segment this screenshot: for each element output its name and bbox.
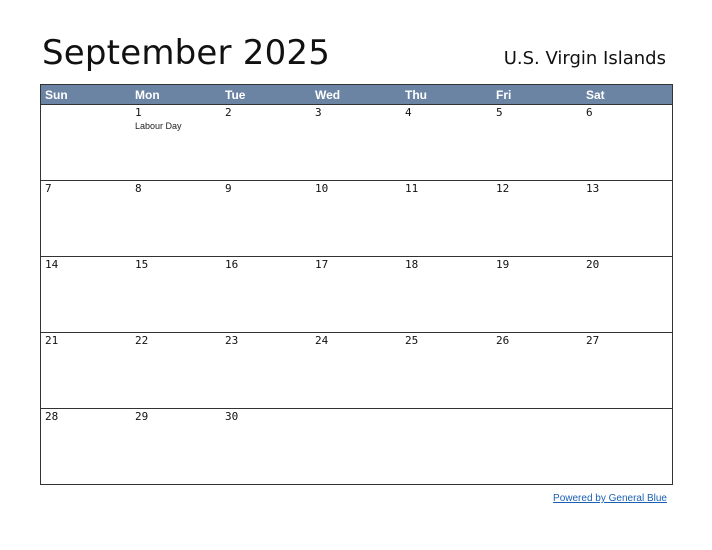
week-row: 1 Labour Day 2 3 4 5 6 xyxy=(41,105,672,181)
day-number: 20 xyxy=(586,258,600,271)
day-cell: 26 xyxy=(492,333,582,408)
day-number: 15 xyxy=(135,258,149,271)
day-cell: 3 xyxy=(311,105,401,180)
day-cell xyxy=(401,409,492,484)
day-number: 27 xyxy=(586,334,600,347)
day-number: 2 xyxy=(225,106,232,119)
region-name: U.S. Virgin Islands xyxy=(503,48,666,69)
page-title: September 2025 xyxy=(42,33,331,73)
day-number: 30 xyxy=(225,410,239,423)
day-number: 21 xyxy=(45,334,59,347)
day-cell: 10 xyxy=(311,181,401,256)
day-cell: 6 xyxy=(582,105,672,180)
day-cell: 12 xyxy=(492,181,582,256)
week-row: 28 29 30 xyxy=(41,409,672,485)
day-cell xyxy=(41,105,131,180)
day-cell: 16 xyxy=(221,257,311,332)
day-cell: 18 xyxy=(401,257,492,332)
day-cell: 27 xyxy=(582,333,672,408)
day-number: 13 xyxy=(586,182,600,195)
day-number: 18 xyxy=(405,258,419,271)
day-number: 11 xyxy=(405,182,419,195)
day-cell: 13 xyxy=(582,181,672,256)
day-cell: 11 xyxy=(401,181,492,256)
day-cell: 17 xyxy=(311,257,401,332)
day-cell: 19 xyxy=(492,257,582,332)
day-number: 9 xyxy=(225,182,232,195)
day-cell: 28 xyxy=(41,409,131,484)
day-number: 26 xyxy=(496,334,510,347)
powered-by-link[interactable]: Powered by General Blue xyxy=(553,493,667,504)
weekday-label: Sat xyxy=(586,88,605,102)
day-cell: 9 xyxy=(221,181,311,256)
weekday-label: Fri xyxy=(496,88,512,102)
day-number: 4 xyxy=(405,106,412,119)
day-cell: 29 xyxy=(131,409,221,484)
day-cell: 23 xyxy=(221,333,311,408)
day-number: 17 xyxy=(315,258,329,271)
day-number: 19 xyxy=(496,258,510,271)
day-number: 10 xyxy=(315,182,329,195)
day-number: 28 xyxy=(45,410,59,423)
day-number: 5 xyxy=(496,106,503,119)
day-cell: 24 xyxy=(311,333,401,408)
day-number: 3 xyxy=(315,106,322,119)
day-cell: 1 Labour Day xyxy=(131,105,221,180)
day-number: 23 xyxy=(225,334,239,347)
weekday-label: Thu xyxy=(405,88,427,102)
day-cell: 15 xyxy=(131,257,221,332)
week-row: 14 15 16 17 18 19 20 xyxy=(41,257,672,333)
day-cell xyxy=(492,409,582,484)
day-number: 8 xyxy=(135,182,142,195)
day-number: 6 xyxy=(586,106,593,119)
day-number: 25 xyxy=(405,334,419,347)
day-cell: 2 xyxy=(221,105,311,180)
day-number: 16 xyxy=(225,258,239,271)
day-cell xyxy=(311,409,401,484)
day-cell: 8 xyxy=(131,181,221,256)
day-number: 29 xyxy=(135,410,149,423)
day-cell: 14 xyxy=(41,257,131,332)
day-number: 1 xyxy=(135,106,142,119)
day-number: 14 xyxy=(45,258,59,271)
day-cell: 21 xyxy=(41,333,131,408)
weekday-label: Wed xyxy=(315,88,341,102)
calendar-grid: Sun Mon Tue Wed Thu Fri Sat 1 Labour Day 2… xyxy=(40,84,673,485)
weekday-header: Sun Mon Tue Wed Thu Fri Sat xyxy=(41,85,672,105)
day-cell: 25 xyxy=(401,333,492,408)
day-cell: 4 xyxy=(401,105,492,180)
weekday-label: Sun xyxy=(45,88,68,102)
week-row: 7 8 9 10 11 12 13 xyxy=(41,181,672,257)
day-number: 22 xyxy=(135,334,149,347)
day-cell: 7 xyxy=(41,181,131,256)
day-cell xyxy=(582,409,672,484)
week-row: 21 22 23 24 25 26 27 xyxy=(41,333,672,409)
day-number: 7 xyxy=(45,182,52,195)
day-number: 24 xyxy=(315,334,329,347)
day-number: 12 xyxy=(496,182,510,195)
day-cell: 30 xyxy=(221,409,311,484)
holiday-label: Labour Day xyxy=(135,121,182,131)
day-cell: 20 xyxy=(582,257,672,332)
weekday-label: Tue xyxy=(225,88,246,102)
day-cell: 22 xyxy=(131,333,221,408)
day-cell: 5 xyxy=(492,105,582,180)
weekday-label: Mon xyxy=(135,88,160,102)
